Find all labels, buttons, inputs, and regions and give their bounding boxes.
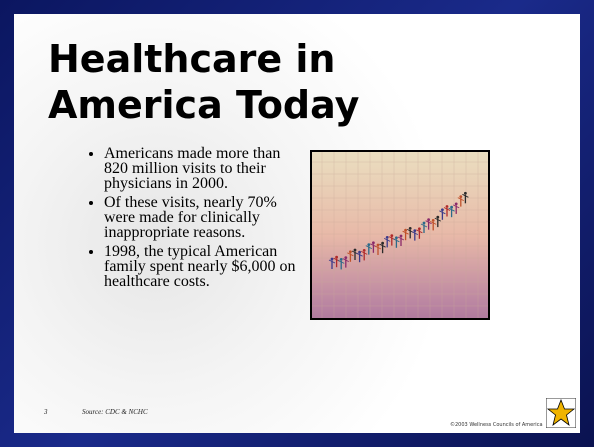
figure-head — [418, 227, 421, 230]
figure-head — [331, 258, 334, 261]
figure-head — [446, 205, 449, 208]
title: Healthcare in America Today — [48, 36, 359, 128]
title-line: America Today — [48, 82, 359, 128]
logo — [546, 398, 576, 428]
bullet: Of these visits, nearly 70% were made fo… — [104, 195, 304, 240]
figure-head — [423, 222, 426, 225]
figure-head — [409, 227, 412, 230]
figure-head — [390, 234, 393, 237]
picture — [310, 150, 490, 320]
figure-head — [450, 206, 453, 209]
figure-head — [354, 249, 357, 252]
figure-head — [367, 243, 370, 246]
figure-head — [363, 249, 366, 252]
copyright: ©2003 Wellness Councils of America — [450, 422, 543, 428]
figure-head — [372, 241, 375, 244]
figure-head — [340, 258, 343, 261]
figure-head — [464, 192, 467, 195]
figure-head — [344, 256, 347, 259]
title-line: Healthcare in — [48, 36, 359, 82]
bullet: Americans made more than 820 million vis… — [104, 146, 304, 191]
figure-head — [441, 208, 444, 211]
source: Source: CDC & NCHC — [82, 408, 148, 416]
figure-head — [455, 203, 458, 206]
figure-head — [427, 218, 430, 221]
figure-head — [377, 244, 380, 247]
figure-head — [358, 251, 361, 254]
figure-head — [404, 229, 407, 232]
figure-head — [335, 256, 338, 259]
figure-head — [395, 236, 398, 239]
slide: Healthcare in America Today Americans ma… — [14, 14, 580, 433]
figure-head — [432, 219, 435, 222]
figure-head — [400, 235, 403, 238]
page-number: 3 — [44, 408, 48, 416]
slide-frame: Healthcare in America Today Americans ma… — [0, 0, 594, 447]
figure-head — [459, 195, 462, 198]
figure-head — [413, 229, 416, 232]
bullet: 1998, the typical American family spent … — [104, 244, 304, 289]
figure-head — [436, 216, 439, 219]
figure-head — [386, 236, 389, 239]
figure-head — [349, 250, 352, 253]
bullet-list: Americans made more than 820 million vis… — [80, 146, 304, 293]
figure-head — [381, 242, 384, 245]
